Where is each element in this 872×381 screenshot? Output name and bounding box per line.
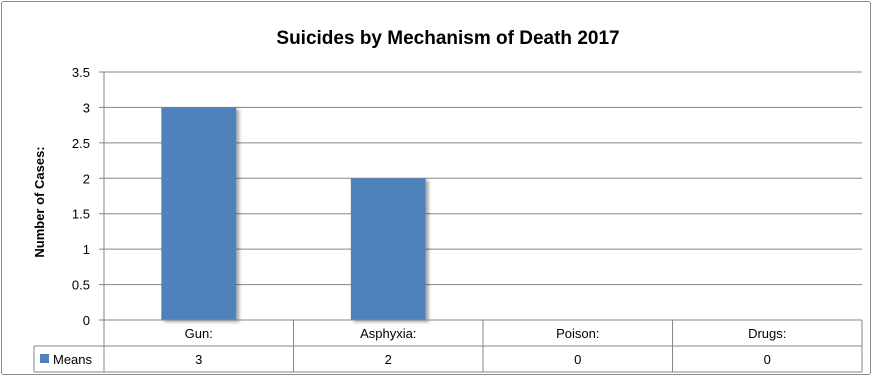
x-category-label: Drugs: [748,326,786,341]
y-tick-label: 3 [83,100,90,115]
data-table-value: 0 [764,352,771,367]
legend-swatch [40,354,49,363]
chart-title: Suicides by Mechanism of Death 2017 [276,28,619,49]
data-table-value: 2 [385,352,392,367]
x-category-label: Gun: [185,326,213,341]
y-tick-label: 3.5 [72,65,90,80]
y-tick-label: 2.5 [72,136,90,151]
y-tick-label: 0 [83,313,90,328]
y-axis-label: Number of Cases: [32,146,47,257]
y-tick-label: 1 [83,242,90,257]
x-category-label: Poison: [556,326,599,341]
x-category-label: Asphyxia: [360,326,416,341]
y-tick-label: 1.5 [72,207,90,222]
bar [350,178,426,320]
chart-border [1,1,871,375]
y-tick-label: 2 [83,171,90,186]
legend-label: Means [53,352,93,367]
data-table-value: 3 [195,352,202,367]
y-tick-label: 0.5 [72,278,90,293]
bar [161,107,237,320]
data-table-value: 0 [574,352,581,367]
